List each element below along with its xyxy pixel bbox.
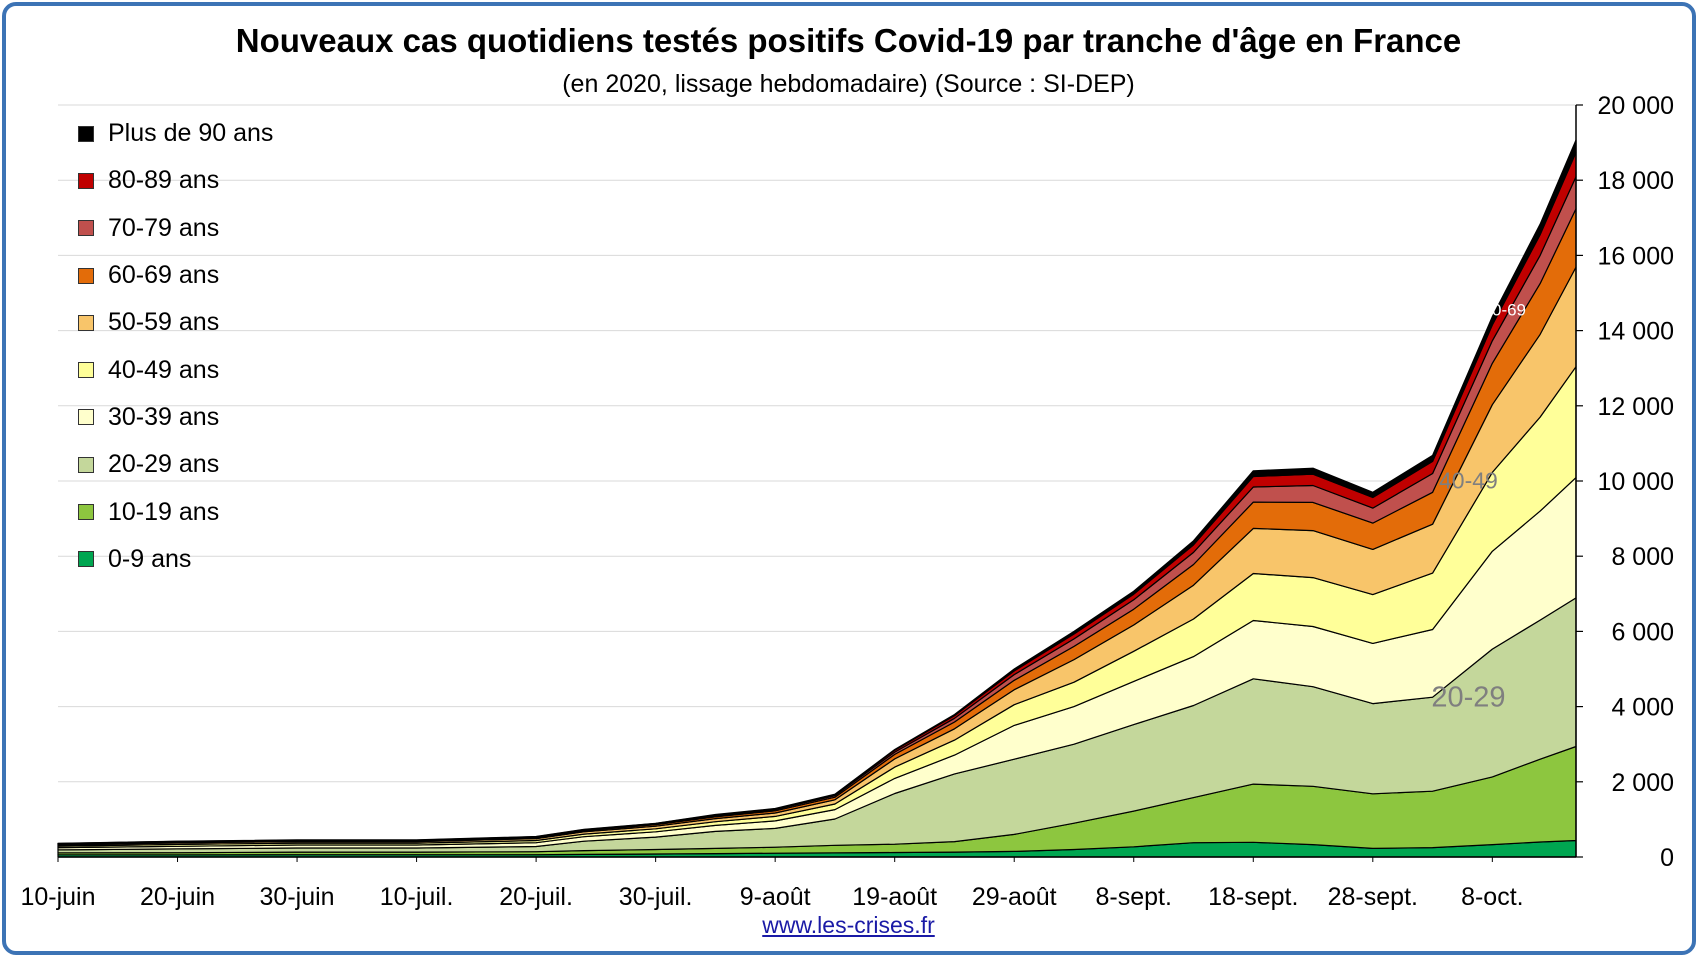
x-tick-label: 28-sept. [1328, 883, 1418, 911]
y-tick-label: 12 000 [1598, 393, 1674, 421]
legend-item: 10-19 ans [78, 488, 398, 535]
x-tick-label: 29-août [972, 883, 1057, 911]
legend-label: 10-19 ans [108, 497, 220, 526]
legend-item: 40-49 ans [78, 346, 398, 393]
x-tick-label: 8-oct. [1461, 883, 1524, 911]
y-tick-label: 20 000 [1598, 92, 1674, 120]
x-tick-label: 30-juin [260, 883, 335, 911]
y-tick-label: 14 000 [1598, 318, 1674, 346]
chart-subtitle: (en 2020, lissage hebdomadaire) (Source … [562, 70, 1135, 98]
y-tick-label: 8 000 [1611, 543, 1674, 571]
y-tick-label: 0 [1660, 844, 1674, 872]
legend-label: 0-9 ans [108, 544, 192, 573]
legend-swatch [78, 551, 94, 568]
legend-label: 70-79 ans [108, 213, 220, 242]
y-tick-label: 18 000 [1598, 167, 1674, 195]
y-tick-label: 2 000 [1611, 769, 1674, 797]
legend-swatch [78, 220, 94, 237]
legend-item: 70-79 ans [78, 205, 398, 252]
y-tick-label: 6 000 [1611, 618, 1674, 646]
series-annotation: 20-29 [1431, 682, 1505, 714]
legend-item: 80-89 ans [78, 157, 398, 204]
y-tick-label: 4 000 [1611, 694, 1674, 722]
x-tick-label: 20-juin [140, 883, 215, 911]
legend-item: 20-29 ans [78, 441, 398, 488]
chart-title: Nouveaux cas quotidiens testés positifs … [235, 22, 1462, 59]
chart-legend: Plus de 90 ans 80-89 ans 70-79 ans 60-69 an… [78, 110, 398, 583]
legend-swatch [78, 362, 94, 379]
legend-label: 50-59 ans [108, 308, 220, 337]
legend-swatch [78, 267, 94, 284]
legend-item: 0-9 ans [78, 536, 398, 583]
legend-item: 30-39 ans [78, 394, 398, 441]
legend-label: Plus de 90 ans [108, 119, 274, 148]
legend-item: Plus de 90 ans [78, 110, 398, 157]
y-tick-label: 16 000 [1598, 242, 1674, 270]
legend-item: 60-69 ans [78, 252, 398, 299]
legend-label: 30-39 ans [108, 402, 220, 431]
legend-label: 20-29 ans [108, 450, 220, 479]
legend-item: 50-59 ans [78, 299, 398, 346]
x-tick-label: 9-août [740, 883, 811, 911]
x-tick-label: 8-sept. [1096, 883, 1172, 911]
legend-label: 40-49 ans [108, 355, 220, 384]
x-tick-label: 20-juil. [499, 883, 573, 911]
legend-label: 60-69 ans [108, 261, 220, 290]
legend-label: 80-89 ans [108, 166, 220, 195]
legend-swatch [78, 314, 94, 331]
y-tick-label: 10 000 [1598, 468, 1674, 496]
x-tick-label: 10-juil. [380, 883, 454, 911]
series-annotation: 60-69 [1483, 301, 1526, 320]
legend-swatch [78, 409, 94, 426]
legend-swatch [78, 172, 94, 189]
legend-swatch [78, 456, 94, 473]
legend-swatch [78, 504, 94, 521]
x-tick-label: 19-août [852, 883, 937, 911]
x-tick-label: 18-sept. [1208, 883, 1298, 911]
series-annotation: 40-49 [1439, 468, 1498, 494]
x-tick-label: 30-juil. [619, 883, 693, 911]
legend-swatch [78, 125, 94, 142]
x-tick-label: 10-juin [20, 883, 95, 911]
source-link[interactable]: www.les-crises.fr [762, 912, 935, 938]
